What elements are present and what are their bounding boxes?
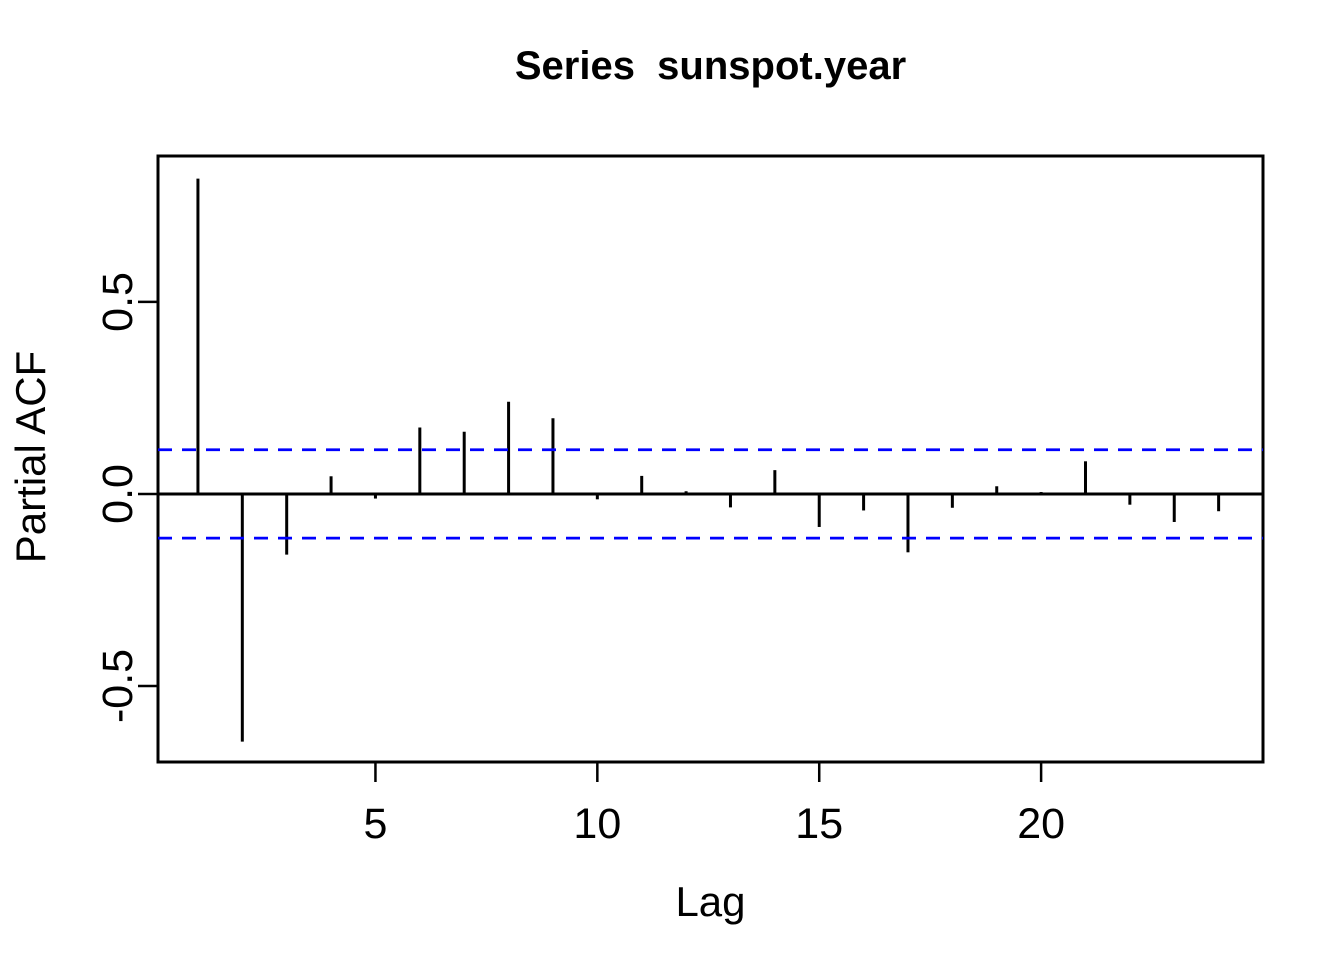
x-tick-label: 5 (363, 800, 387, 848)
x-tick-label: 15 (795, 800, 843, 848)
chart-title: Series sunspot.year (515, 44, 906, 88)
y-tick-label: -0.5 (94, 649, 142, 723)
x-tick-label: 20 (1017, 800, 1065, 848)
y-tick-label: 0.0 (94, 464, 142, 524)
x-axis-label: Lag (675, 878, 745, 925)
plot-border (156, 154, 1265, 764)
x-tick-label: 10 (573, 800, 621, 848)
y-axis-label: Partial ACF (7, 351, 54, 563)
y-tick-label: 0.5 (94, 272, 142, 332)
chart-layer: 5 10 15 20 0.5 0.0 -0.5 (94, 154, 1265, 848)
